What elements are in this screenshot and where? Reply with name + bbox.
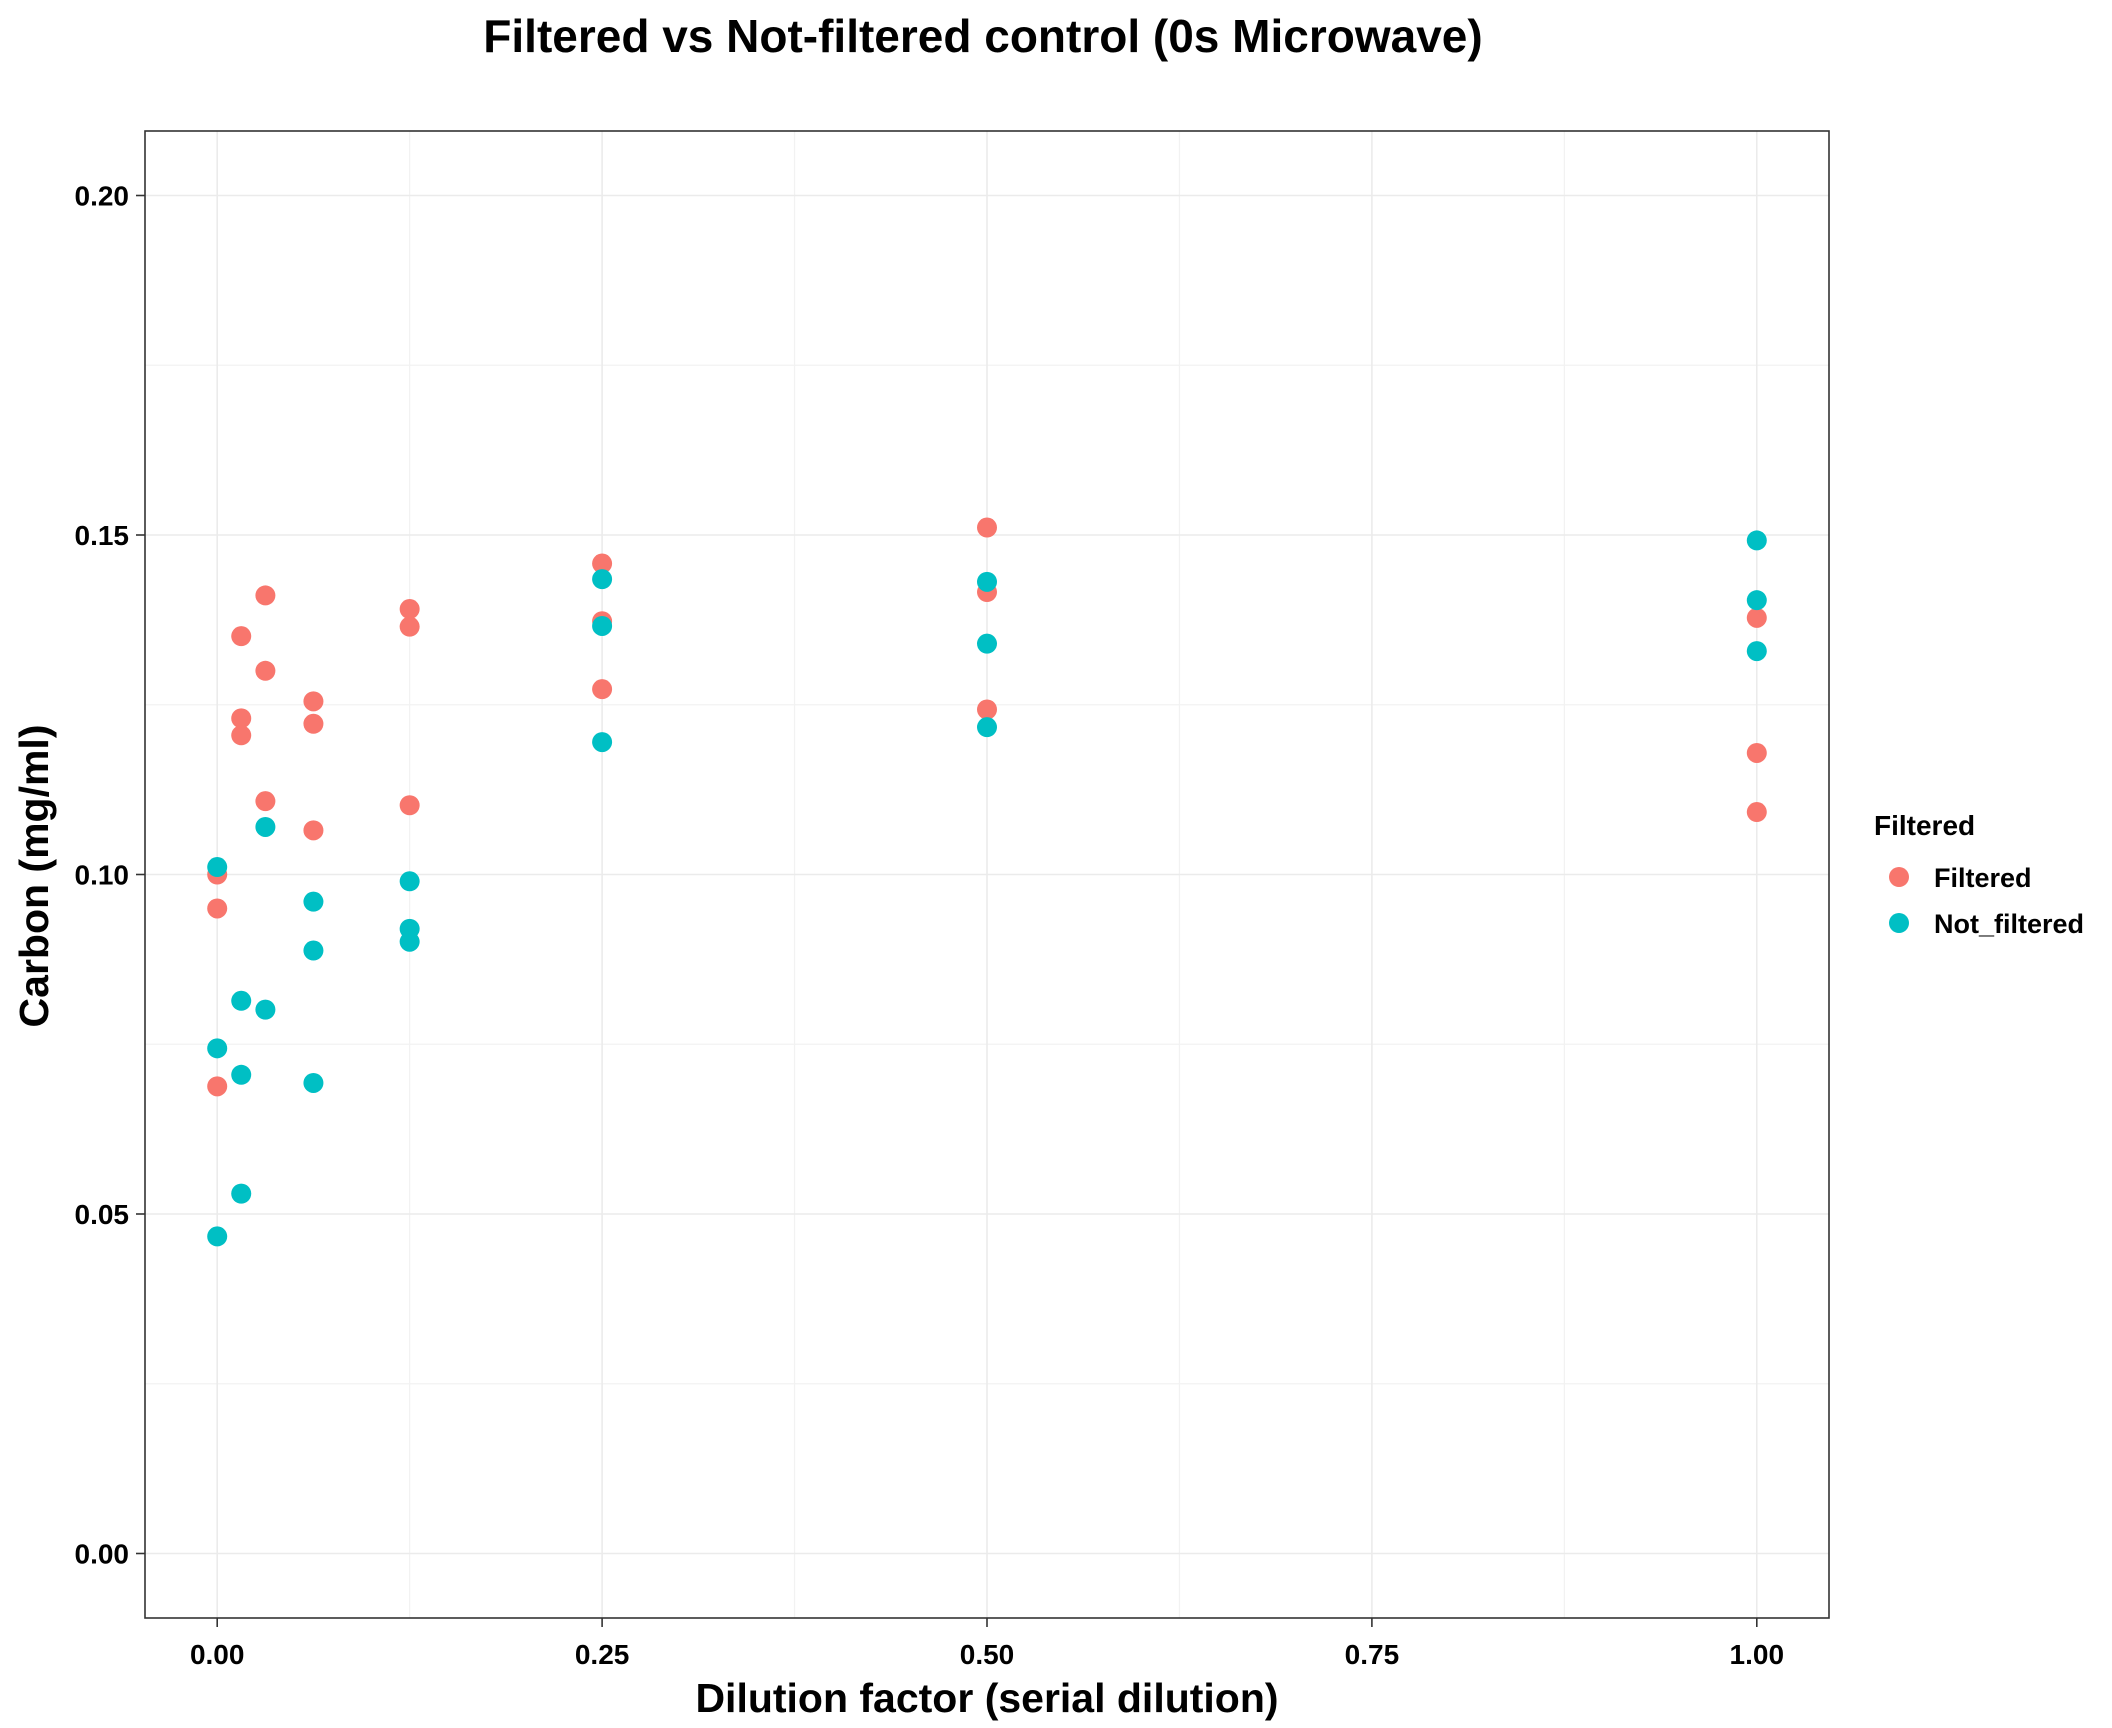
data-point-not-filtered — [399, 931, 420, 952]
data-point-filtered — [1746, 802, 1767, 823]
data-point-not-filtered — [231, 1064, 252, 1085]
data-point-filtered — [231, 626, 252, 647]
data-point-not-filtered — [1746, 641, 1767, 662]
data-point-not-filtered — [231, 1183, 252, 1204]
x-tick-label: 0.75 — [1345, 1639, 1400, 1670]
y-tick-label: 0.05 — [75, 1199, 130, 1230]
data-point-filtered — [303, 820, 324, 841]
y-tick-label: 0.00 — [75, 1538, 130, 1569]
data-point-not-filtered — [592, 732, 613, 753]
data-point-filtered — [977, 699, 997, 720]
data-point-not-filtered — [207, 857, 228, 878]
x-axis-title: Dilution factor (serial dilution) — [695, 1675, 1278, 1721]
legend: Filtered Filtered Not_filtered — [1874, 810, 2084, 939]
data-point-not-filtered — [977, 633, 997, 654]
data-point-filtered — [977, 517, 997, 538]
data-point-not-filtered — [255, 999, 276, 1020]
data-point-not-filtered — [207, 1038, 228, 1059]
y-tick-label: 0.15 — [75, 520, 130, 551]
data-point-filtered — [207, 898, 228, 919]
data-point-filtered — [255, 660, 276, 681]
data-point-filtered — [399, 599, 420, 620]
data-point-not-filtered — [303, 891, 324, 912]
data-point-filtered — [399, 616, 420, 637]
data-point-not-filtered — [1746, 590, 1767, 611]
data-point-filtered — [231, 708, 252, 729]
data-point-filtered — [592, 553, 613, 574]
legend-label-not-filtered: Not_filtered — [1934, 909, 2084, 939]
data-point-not-filtered — [303, 1072, 324, 1093]
data-point-not-filtered — [303, 940, 324, 961]
data-point-filtered — [1746, 742, 1767, 763]
data-point-filtered — [592, 679, 613, 700]
legend-key-filtered — [1889, 867, 1909, 887]
axes: 0.00 0.25 0.50 0.75 1.00 0.00 0.05 0.10 0.15 0.20 — [75, 181, 1785, 1670]
data-point-not-filtered — [255, 816, 276, 837]
data-point-filtered — [1746, 607, 1767, 628]
data-point-filtered — [255, 791, 276, 812]
data-points — [207, 517, 1767, 1247]
chart-title: Filtered vs Not-filtered control (0s Mic… — [483, 10, 1482, 62]
x-tick-label: 0.25 — [575, 1639, 630, 1670]
data-point-filtered — [255, 585, 276, 606]
data-point-not-filtered — [977, 571, 997, 592]
data-point-not-filtered — [399, 871, 420, 892]
data-point-filtered — [231, 725, 252, 746]
grid — [145, 131, 1829, 1618]
data-point-not-filtered — [592, 569, 613, 590]
data-point-filtered — [303, 691, 324, 712]
data-point-not-filtered — [977, 717, 997, 738]
legend-label-filtered: Filtered — [1934, 863, 2032, 893]
legend-title: Filtered — [1874, 810, 1975, 841]
legend-key-not-filtered — [1889, 913, 1909, 933]
x-tick-label: 0.50 — [960, 1639, 1015, 1670]
y-tick-label: 0.20 — [75, 181, 130, 212]
data-point-filtered — [399, 795, 420, 816]
x-tick-label: 0.00 — [190, 1639, 245, 1670]
y-axis-title: Carbon (mg/ml) — [11, 725, 57, 1028]
x-tick-label: 1.00 — [1730, 1639, 1785, 1670]
data-point-filtered — [207, 1076, 228, 1097]
data-point-not-filtered — [207, 1226, 228, 1247]
y-tick-label: 0.10 — [75, 860, 130, 891]
data-point-not-filtered — [231, 990, 252, 1011]
data-point-not-filtered — [1746, 530, 1767, 551]
data-point-filtered — [303, 713, 324, 734]
data-point-not-filtered — [592, 615, 613, 636]
